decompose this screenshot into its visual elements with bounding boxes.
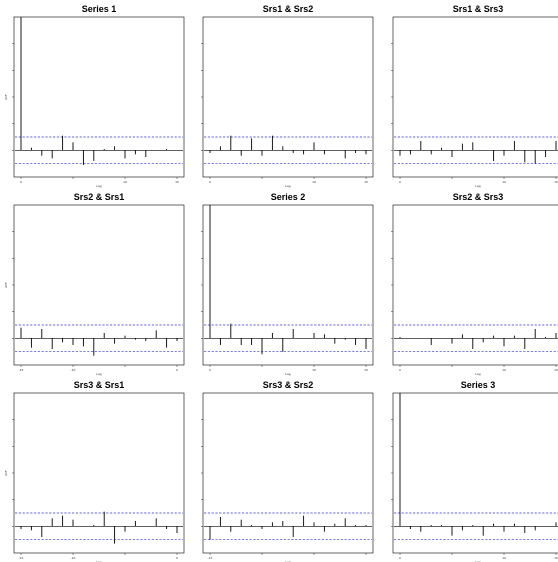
x-tick-label: 10 bbox=[502, 368, 506, 372]
panel-title: Srs3 & Srs2 bbox=[263, 380, 314, 390]
x-tick-label: 0 bbox=[176, 556, 178, 560]
x-tick-label: 0 bbox=[209, 180, 211, 184]
plot-frame bbox=[202, 204, 374, 366]
x-axis-label: Lag bbox=[96, 560, 102, 562]
x-tick-label: 10 bbox=[123, 180, 127, 184]
acf-panel-8: Srs3 & Srs2 -15 Lag bbox=[201, 380, 374, 562]
acf-panel-1: Series 1 0 10 15 Lag ACF bbox=[4, 4, 185, 188]
y-axis-label: ACF bbox=[4, 282, 8, 288]
plot-frame bbox=[13, 204, 185, 366]
x-tick-label: -15 bbox=[19, 556, 24, 560]
x-tick-label: 15 bbox=[364, 368, 368, 372]
x-tick-label: 10 bbox=[312, 368, 316, 372]
panel-title: Srs2 & Srs1 bbox=[74, 192, 125, 202]
x-tick-label: 0 bbox=[176, 368, 178, 372]
x-tick-label: -10 bbox=[71, 368, 76, 372]
panel-title: Series 2 bbox=[271, 192, 306, 202]
plot-frame bbox=[13, 16, 185, 178]
x-axis-label: Lag bbox=[285, 372, 291, 376]
x-tick-label: 15 bbox=[554, 368, 558, 372]
plot-frame bbox=[202, 16, 374, 178]
x-tick-label: 0 bbox=[399, 368, 401, 372]
panel-title: Series 1 bbox=[82, 4, 117, 14]
x-tick-label: 0 bbox=[399, 556, 401, 560]
x-tick-label: 0 bbox=[209, 368, 211, 372]
x-tick-label: 15 bbox=[554, 556, 558, 560]
y-axis-label: ACF bbox=[4, 470, 8, 476]
x-tick-label: 15 bbox=[364, 180, 368, 184]
x-axis-label: Lag bbox=[475, 560, 481, 562]
x-axis-label: Lag bbox=[475, 184, 481, 188]
acf-panel-7: Srs3 & Srs1 -15 -10 0 Lag ACF bbox=[4, 380, 185, 562]
acf-panel-2: Srs1 & Srs2 0 10 15 Lag bbox=[201, 4, 374, 188]
panel-title: Series 3 bbox=[461, 380, 496, 390]
x-axis-label: Lag bbox=[475, 372, 481, 376]
x-tick-label: -10 bbox=[71, 556, 76, 560]
x-tick-label: 10 bbox=[502, 556, 506, 560]
x-tick-label: 0 bbox=[20, 180, 22, 184]
plot-frame bbox=[13, 392, 185, 554]
acf-panel-9: Series 3 0 10 15 Lag bbox=[391, 380, 558, 562]
x-axis-label: Lag bbox=[285, 560, 291, 562]
x-tick-label: -15 bbox=[208, 556, 213, 560]
x-tick-label: 15 bbox=[175, 180, 179, 184]
plot-frame bbox=[392, 204, 558, 366]
plot-frame bbox=[202, 392, 374, 554]
panel-title: Srs3 & Srs1 bbox=[74, 380, 125, 390]
plot-frame bbox=[392, 392, 558, 554]
x-tick-label: 10 bbox=[502, 180, 506, 184]
acf-panel-4: Srs2 & Srs1 -15 -10 0 Lag ACF bbox=[4, 192, 185, 376]
acf-panel-6: Srs2 & Srs3 0 10 15 Lag bbox=[391, 192, 558, 376]
x-tick-label: 15 bbox=[554, 180, 558, 184]
x-tick-label: 0 bbox=[399, 180, 401, 184]
x-tick-label: -15 bbox=[19, 368, 24, 372]
panel-title: Srs1 & Srs2 bbox=[263, 4, 314, 14]
y-axis-label: ACF bbox=[4, 94, 8, 100]
x-axis-label: Lag bbox=[96, 372, 102, 376]
panel-title: Srs2 & Srs3 bbox=[453, 192, 504, 202]
acf-panel-3: Srs1 & Srs3 0 10 15 Lag bbox=[391, 4, 558, 188]
x-tick-label: 10 bbox=[312, 180, 316, 184]
panel-title: Srs1 & Srs3 bbox=[453, 4, 504, 14]
x-axis-label: Lag bbox=[285, 184, 291, 188]
x-axis-label: Lag bbox=[96, 184, 102, 188]
acf-panel-5: Series 2 0 10 15 Lag bbox=[201, 192, 374, 376]
plot-frame bbox=[392, 16, 558, 178]
